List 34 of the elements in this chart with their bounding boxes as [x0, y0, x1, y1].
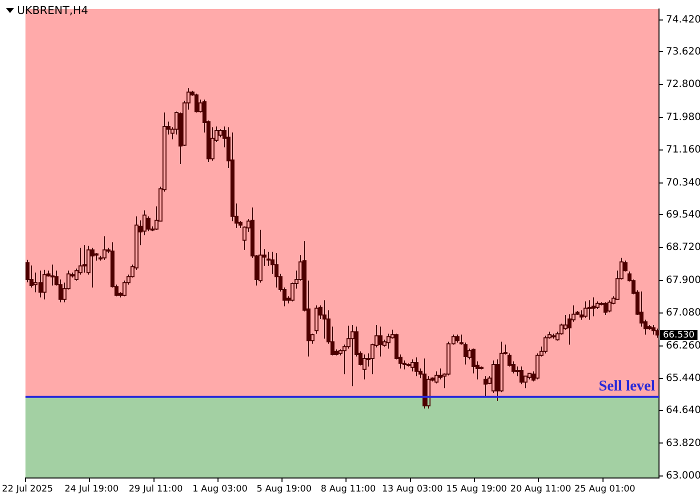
x-tick-label: 24 Jul 19:00 — [64, 484, 119, 495]
candlestick — [42, 269, 46, 300]
chart-title: UKBRENT,H4 — [17, 4, 88, 17]
ref-line-label: Sell level — [598, 378, 655, 394]
x-tick-label: 5 Aug 19:00 — [256, 484, 312, 495]
candlestick — [102, 236, 106, 260]
y-tick-label: 63.000 — [666, 470, 700, 482]
x-tick-label: 20 Aug 11:00 — [510, 484, 572, 495]
candlestick — [426, 376, 430, 409]
x-tick-label: 25 Aug 01:00 — [574, 484, 636, 495]
y-tick-label: 73.620 — [666, 46, 700, 58]
y-tick-label: 72.800 — [666, 79, 700, 90]
x-tick-label: 15 Aug 19:00 — [446, 484, 508, 495]
candlestick — [258, 229, 262, 284]
y-tick-label: 67.080 — [666, 308, 700, 319]
y-tick-label: 66.260 — [666, 340, 700, 352]
candlestick — [350, 324, 354, 387]
x-tick-label: 29 Jul 11:00 — [128, 484, 184, 495]
x-tick-label: 1 Aug 03:00 — [192, 484, 248, 495]
y-tick-label: 68.720 — [666, 242, 700, 254]
y-tick-label: 71.160 — [666, 144, 700, 156]
candlestick — [362, 354, 366, 380]
y-tick-label: 74.420 — [666, 14, 700, 26]
y-tick-label: 67.900 — [666, 274, 700, 286]
y-tick-label: 65.440 — [666, 373, 700, 384]
x-tick-label: 13 Aug 03:00 — [382, 484, 444, 495]
x-tick-label: 22 Jul 2025 — [2, 484, 53, 495]
y-tick-label: 70.340 — [666, 177, 700, 188]
y-tick-label: 69.540 — [666, 209, 700, 220]
y-tick-label: 64.640 — [666, 405, 700, 416]
x-tick-label: 8 Aug 11:00 — [320, 484, 376, 495]
y-tick-label: 71.980 — [666, 112, 700, 123]
y-tick-label: 63.820 — [666, 438, 700, 449]
text: 66.530 — [663, 330, 695, 340]
